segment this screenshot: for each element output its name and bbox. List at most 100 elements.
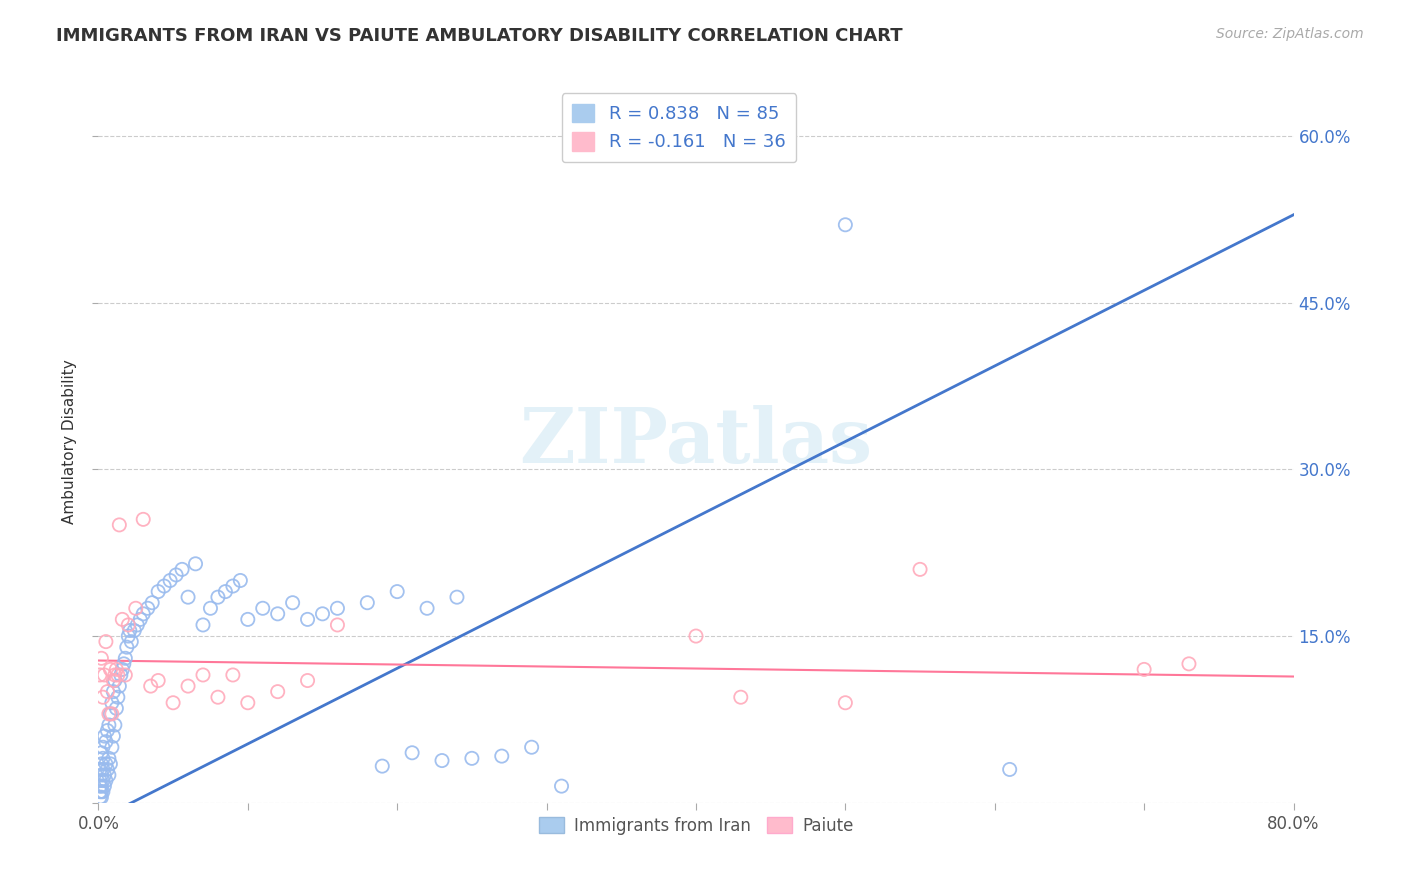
Point bbox=[97, 706, 120, 721]
Point bbox=[107, 668, 129, 682]
Point bbox=[125, 601, 148, 615]
Point bbox=[93, 729, 115, 743]
Point bbox=[998, 763, 1021, 777]
Point bbox=[94, 756, 117, 771]
Point bbox=[148, 584, 170, 599]
Point bbox=[103, 729, 125, 743]
Point bbox=[90, 651, 112, 665]
Point bbox=[207, 590, 229, 604]
Point bbox=[446, 590, 468, 604]
Point bbox=[730, 690, 752, 705]
Point bbox=[267, 684, 290, 698]
Point bbox=[103, 673, 125, 688]
Point bbox=[91, 763, 114, 777]
Point bbox=[89, 773, 111, 788]
Point bbox=[311, 607, 333, 621]
Point bbox=[91, 785, 114, 799]
Point bbox=[214, 584, 236, 599]
Point bbox=[229, 574, 252, 588]
Point bbox=[222, 668, 245, 682]
Point bbox=[107, 690, 129, 705]
Point bbox=[90, 746, 112, 760]
Text: ZIPatlas: ZIPatlas bbox=[519, 405, 873, 478]
Point bbox=[520, 740, 543, 755]
Point bbox=[207, 690, 229, 705]
Point bbox=[326, 618, 349, 632]
Point bbox=[104, 668, 127, 682]
Point bbox=[136, 601, 159, 615]
Point bbox=[236, 612, 259, 626]
Point bbox=[93, 779, 115, 793]
Point bbox=[91, 773, 114, 788]
Point bbox=[139, 679, 162, 693]
Point bbox=[177, 679, 200, 693]
Point bbox=[159, 574, 181, 588]
Point bbox=[91, 751, 114, 765]
Point bbox=[90, 779, 112, 793]
Point bbox=[172, 562, 194, 576]
Point bbox=[401, 746, 423, 760]
Point bbox=[129, 612, 152, 626]
Point bbox=[356, 596, 378, 610]
Point bbox=[685, 629, 707, 643]
Point bbox=[90, 785, 112, 799]
Point bbox=[191, 668, 214, 682]
Point bbox=[96, 763, 118, 777]
Point bbox=[267, 607, 290, 621]
Point bbox=[297, 673, 319, 688]
Point bbox=[132, 607, 155, 621]
Point bbox=[252, 601, 274, 615]
Point bbox=[550, 779, 572, 793]
Point bbox=[104, 718, 127, 732]
Point bbox=[111, 612, 134, 626]
Text: Source: ZipAtlas.com: Source: ZipAtlas.com bbox=[1216, 27, 1364, 41]
Point bbox=[104, 673, 127, 688]
Point bbox=[236, 696, 259, 710]
Point bbox=[1178, 657, 1201, 671]
Point bbox=[834, 218, 856, 232]
Point bbox=[105, 662, 128, 676]
Point bbox=[96, 684, 118, 698]
Point bbox=[385, 584, 409, 599]
Point bbox=[326, 601, 349, 615]
Point bbox=[132, 512, 155, 526]
Point bbox=[1133, 662, 1156, 676]
Point bbox=[124, 624, 146, 638]
Point bbox=[101, 706, 124, 721]
Point bbox=[94, 734, 117, 748]
Point bbox=[91, 690, 114, 705]
Point bbox=[491, 749, 513, 764]
Point bbox=[89, 785, 111, 799]
Point bbox=[105, 701, 128, 715]
Point bbox=[114, 668, 136, 682]
Point bbox=[111, 662, 134, 676]
Point bbox=[97, 768, 120, 782]
Point bbox=[117, 629, 139, 643]
Point bbox=[177, 590, 200, 604]
Point bbox=[110, 668, 132, 682]
Point bbox=[89, 668, 111, 682]
Point bbox=[101, 740, 124, 755]
Point bbox=[89, 790, 111, 805]
Point bbox=[118, 624, 141, 638]
Point bbox=[101, 696, 124, 710]
Point bbox=[416, 601, 439, 615]
Point bbox=[148, 673, 170, 688]
Point bbox=[108, 679, 131, 693]
Legend: Immigrants from Iran, Paiute: Immigrants from Iran, Paiute bbox=[531, 810, 860, 841]
Point bbox=[141, 596, 163, 610]
Point bbox=[93, 668, 115, 682]
Point bbox=[281, 596, 304, 610]
Point bbox=[430, 754, 453, 768]
Point bbox=[94, 634, 117, 648]
Point bbox=[89, 763, 111, 777]
Point bbox=[162, 696, 184, 710]
Point bbox=[90, 768, 112, 782]
Point bbox=[98, 756, 122, 771]
Point bbox=[371, 759, 394, 773]
Point bbox=[97, 718, 120, 732]
Point bbox=[165, 568, 187, 582]
Point bbox=[115, 640, 138, 655]
Point bbox=[461, 751, 484, 765]
Point bbox=[191, 618, 214, 632]
